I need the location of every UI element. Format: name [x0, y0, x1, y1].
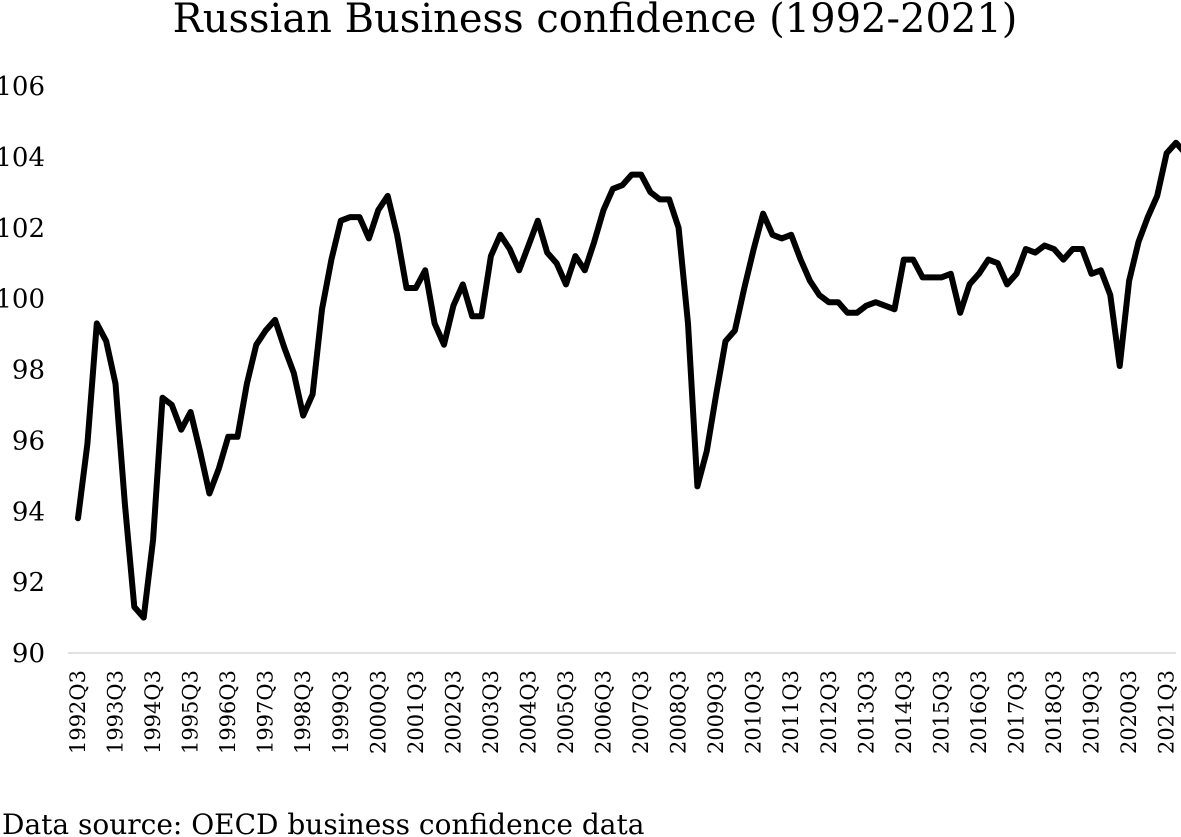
x-tick-label: 2001Q3 — [404, 670, 428, 754]
x-tick-label: 2010Q3 — [742, 670, 766, 754]
y-tick-label: 100 — [0, 285, 45, 315]
x-tick-label: 2003Q3 — [479, 670, 503, 754]
x-tick-label: 2016Q3 — [967, 670, 991, 754]
x-tick-label: 2012Q3 — [817, 670, 841, 754]
x-tick-label: 2017Q3 — [1004, 670, 1028, 754]
x-axis-tick-labels: 1992Q3 1993Q3 1994Q3 1995Q3 1996Q3 1997Q3 1998… — [66, 670, 1179, 754]
y-tick-label: 90 — [12, 639, 45, 669]
x-tick-label: 1994Q3 — [141, 670, 165, 754]
x-tick-label: 2006Q3 — [592, 670, 616, 754]
x-tick-label: 2004Q3 — [516, 670, 540, 754]
x-tick-label: 2002Q3 — [441, 670, 465, 754]
y-tick-label: 98 — [12, 356, 45, 386]
chart-title: Russian Business confidence (1992-2021) — [173, 0, 1018, 42]
y-tick-label: 104 — [0, 143, 45, 173]
x-tick-label: 2011Q3 — [779, 670, 803, 754]
x-tick-label: 2021Q3 — [1155, 670, 1179, 754]
x-tick-label: 1996Q3 — [216, 670, 240, 754]
x-tick-label: 2014Q3 — [892, 670, 916, 754]
x-tick-label: 1995Q3 — [179, 670, 203, 754]
data-source-note: Data source: OECD business confidence da… — [2, 808, 644, 837]
x-tick-label: 2008Q3 — [667, 670, 691, 754]
x-tick-label: 2000Q3 — [366, 670, 390, 754]
x-tick-label: 2009Q3 — [704, 670, 728, 754]
x-tick-label: 1999Q3 — [329, 670, 353, 754]
x-tick-label: 1998Q3 — [291, 670, 315, 754]
y-axis-tick-labels: 90 92 94 96 98 100 102 104 106 — [0, 72, 45, 669]
x-tick-label: 2015Q3 — [929, 670, 953, 754]
y-tick-label: 106 — [0, 72, 45, 102]
x-tick-label: 2005Q3 — [554, 670, 578, 754]
x-tick-label: 2019Q3 — [1080, 670, 1104, 754]
y-tick-label: 94 — [12, 497, 45, 527]
series-line — [75, 139, 1181, 621]
x-tick-label: 1997Q3 — [254, 670, 278, 754]
x-tick-label: 2020Q3 — [1117, 670, 1141, 754]
x-tick-label: 2013Q3 — [854, 670, 878, 754]
y-tick-label: 92 — [12, 568, 45, 598]
y-tick-label: 96 — [12, 426, 45, 456]
x-tick-label: 1993Q3 — [104, 670, 128, 754]
x-tick-label: 1992Q3 — [66, 670, 90, 754]
y-tick-label: 102 — [0, 214, 45, 244]
x-tick-label: 2018Q3 — [1042, 670, 1066, 754]
x-tick-label: 2007Q3 — [629, 670, 653, 754]
